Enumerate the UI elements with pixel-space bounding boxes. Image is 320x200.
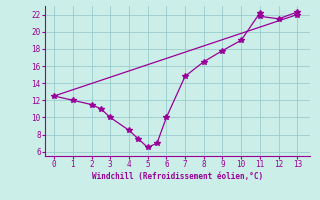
X-axis label: Windchill (Refroidissement éolien,°C): Windchill (Refroidissement éolien,°C) xyxy=(92,172,263,181)
